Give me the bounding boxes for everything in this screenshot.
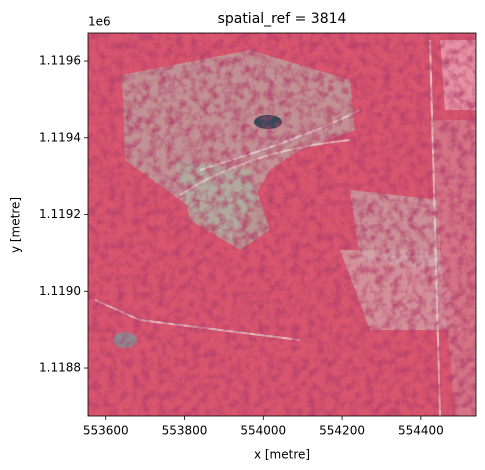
y-tick-label: 1.1190	[39, 284, 81, 298]
chart-title: spatial_ref = 3814	[218, 11, 347, 27]
x-tick-label: 553800	[162, 424, 208, 438]
x-tick-label: 554400	[398, 424, 444, 438]
axes-frame	[87, 32, 477, 417]
x-tick-label: 554200	[319, 424, 365, 438]
y-axis-label: y [metre]	[9, 197, 23, 253]
x-axis-label: x [metre]	[254, 448, 310, 462]
y-tick-label: 1.1192	[39, 207, 81, 221]
y-offset-label: 1e6	[88, 15, 111, 29]
y-tick-label: 1.1196	[39, 54, 81, 68]
y-tick-label: 1.1188	[39, 361, 81, 375]
x-tick-label: 554000	[240, 424, 286, 438]
x-tick-label: 553600	[83, 424, 129, 438]
aerial-image	[88, 33, 476, 416]
y-tick-label: 1.1194	[39, 130, 81, 144]
